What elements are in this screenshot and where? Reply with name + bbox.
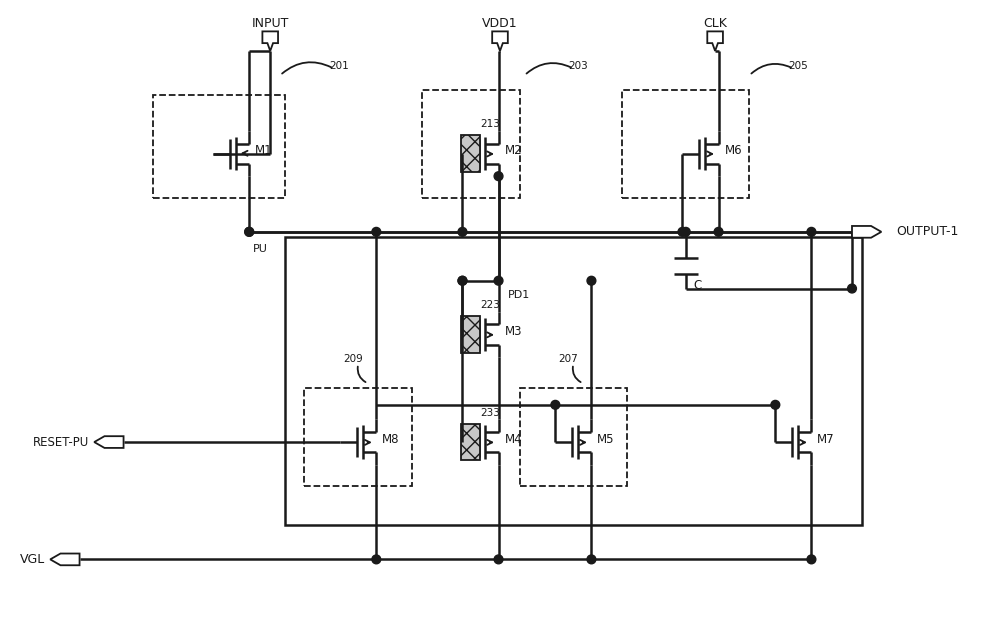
Text: PD1: PD1 <box>508 291 531 301</box>
Text: 233: 233 <box>480 408 500 418</box>
Text: PU: PU <box>253 244 268 254</box>
Text: 213: 213 <box>480 119 500 129</box>
Circle shape <box>714 228 723 236</box>
Bar <box>422 90 520 198</box>
Text: 201: 201 <box>329 61 349 71</box>
Text: RESET-PU: RESET-PU <box>33 436 89 449</box>
Circle shape <box>458 276 467 285</box>
Polygon shape <box>262 31 278 51</box>
Polygon shape <box>852 226 881 238</box>
Circle shape <box>458 276 467 285</box>
Text: C: C <box>694 279 702 292</box>
Circle shape <box>771 401 780 409</box>
Circle shape <box>587 555 596 564</box>
Text: INPUT: INPUT <box>252 17 289 30</box>
Text: 203: 203 <box>568 61 588 71</box>
Bar <box>461 424 480 461</box>
Bar <box>461 135 480 172</box>
Bar <box>461 316 480 353</box>
Circle shape <box>551 401 560 409</box>
Circle shape <box>494 555 503 564</box>
Circle shape <box>372 228 381 236</box>
Polygon shape <box>707 31 723 51</box>
Text: VDD1: VDD1 <box>482 17 518 30</box>
Circle shape <box>678 228 687 236</box>
Bar <box>461 316 480 353</box>
Polygon shape <box>50 554 80 565</box>
Text: CLK: CLK <box>703 17 727 30</box>
Circle shape <box>494 276 503 285</box>
Text: 207: 207 <box>559 354 578 364</box>
Circle shape <box>372 555 381 564</box>
Circle shape <box>681 228 690 236</box>
Text: M1: M1 <box>255 144 273 157</box>
Text: M8: M8 <box>382 432 400 446</box>
Text: M2: M2 <box>504 144 522 157</box>
Text: M3: M3 <box>504 325 522 338</box>
Bar <box>153 95 285 198</box>
Text: OUTPUT-1: OUTPUT-1 <box>896 226 958 238</box>
Bar <box>304 388 412 486</box>
Bar <box>520 388 627 486</box>
Text: M4: M4 <box>504 432 522 446</box>
Circle shape <box>587 276 596 285</box>
Circle shape <box>458 228 467 236</box>
Polygon shape <box>492 31 508 51</box>
Bar <box>461 424 480 461</box>
Text: 209: 209 <box>344 354 363 364</box>
Text: M7: M7 <box>817 432 835 446</box>
Polygon shape <box>94 436 124 448</box>
Circle shape <box>807 228 816 236</box>
Circle shape <box>494 172 503 181</box>
Text: 223: 223 <box>480 300 500 310</box>
Text: M5: M5 <box>597 432 615 446</box>
Circle shape <box>245 228 254 236</box>
Bar <box>285 237 862 525</box>
Circle shape <box>245 228 254 236</box>
Text: 205: 205 <box>788 61 808 71</box>
Circle shape <box>848 284 856 293</box>
Text: VGL: VGL <box>20 553 45 566</box>
Circle shape <box>807 555 816 564</box>
Text: M6: M6 <box>724 144 742 157</box>
Bar <box>622 90 749 198</box>
Bar <box>461 135 480 172</box>
